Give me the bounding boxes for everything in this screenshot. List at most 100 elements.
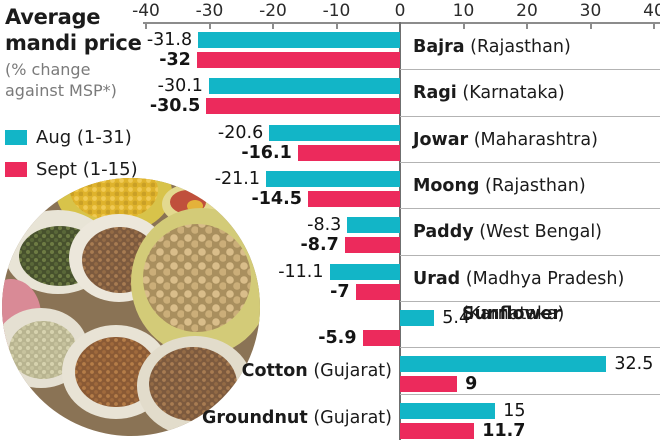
category-label: Moong (Rajasthan)	[413, 176, 586, 196]
x-tick-mark	[589, 22, 592, 29]
category-label: Groundnut (Gujarat)	[202, 408, 392, 428]
bar-sept	[362, 330, 400, 346]
row-separator	[400, 347, 660, 349]
bar-value-aug: -30.1	[157, 76, 203, 97]
bar-aug	[400, 310, 435, 326]
category-label: Ragi (Karnataka)	[413, 83, 565, 103]
bar-value-aug: -31.8	[146, 30, 193, 50]
x-tick-mark	[145, 22, 147, 29]
x-tick-label: -30	[195, 1, 224, 21]
x-tick-label: 30	[579, 1, 602, 21]
category-crop: Sunflower	[462, 304, 562, 324]
category-crop: Bajra	[413, 37, 465, 57]
bar-aug	[400, 402, 496, 419]
zero-axis-line	[399, 22, 401, 440]
x-tick-mark	[208, 22, 211, 29]
category-state: (Rajasthan)	[464, 37, 571, 57]
x-tick-mark	[526, 22, 528, 29]
x-tick-label: -10	[322, 1, 351, 21]
category-state: (Karnataka)	[462, 304, 565, 324]
legend-item: Sept (1-15)	[5, 159, 138, 180]
bar-sept	[400, 422, 475, 439]
bar-value-sept: -8.7	[300, 235, 339, 256]
bar-value-sept: -16.1	[241, 142, 292, 163]
bar-aug	[400, 356, 607, 373]
bar-aug	[208, 78, 400, 95]
bar-aug	[329, 263, 400, 280]
bar-value-aug: 5.4	[442, 308, 471, 328]
category-crop: Groundnut	[202, 407, 308, 428]
bar-aug	[269, 124, 400, 141]
bar-value-sept: 11.7	[482, 420, 526, 440]
category-label: Urad (Madhya Pradesh)	[413, 269, 624, 289]
row-separator	[400, 393, 660, 395]
bar-value-sept: -7	[330, 281, 350, 302]
row-separator	[400, 69, 660, 71]
bar-value-sept: -30.5	[149, 96, 201, 117]
bar-value-aug: -21.1	[214, 169, 260, 189]
bar-value-sept: -32	[159, 50, 191, 70]
bar-aug	[198, 32, 400, 48]
category-crop: Ragi	[413, 83, 457, 104]
bar-sept	[307, 191, 400, 207]
category-crop: Jowar	[413, 129, 469, 150]
chart-title-line1: Average	[5, 5, 101, 29]
row-separator	[400, 162, 660, 163]
x-tick-label: -20	[259, 1, 287, 21]
x-tick-mark	[462, 22, 465, 29]
bar-sept	[196, 52, 400, 68]
bar-sept	[297, 144, 400, 161]
category-state: (Rajasthan)	[479, 176, 586, 196]
bar-value-sept: -14.5	[251, 189, 302, 209]
x-tick-mark	[272, 22, 274, 29]
category-state: (Gujarat)	[307, 407, 392, 428]
row-separator	[400, 115, 660, 117]
x-tick-mark	[335, 22, 338, 29]
category-label: Paddy (West Bengal)	[413, 222, 602, 242]
bar-value-aug: 15	[503, 400, 526, 421]
chart-subtitle-line1: (% change	[5, 60, 91, 79]
x-axis-line	[143, 22, 660, 24]
row-separator	[400, 254, 660, 256]
row-separator	[400, 208, 660, 210]
category-label: Jowar (Maharashtra)	[413, 130, 598, 150]
x-tick-label: 0	[394, 1, 406, 21]
bar-aug	[347, 217, 400, 234]
x-tick-mark	[653, 22, 655, 29]
category-state: (West Bengal)	[473, 222, 603, 243]
legend-label: Aug (1-31)	[36, 127, 132, 148]
bar-value-sept: -5.9	[318, 328, 357, 348]
chart-subtitle-line2: against MSP*)	[5, 81, 117, 100]
header: Average mandi price (% change against MS…	[5, 4, 155, 101]
bar-value-aug: -20.6	[217, 122, 264, 143]
bar-aug	[266, 171, 400, 187]
chart-title-line2: mandi price	[5, 31, 142, 55]
category-state: (Gujarat)	[307, 361, 392, 382]
bar-value-aug: -8.3	[307, 215, 342, 236]
x-tick-label: -40	[132, 1, 160, 21]
category-state: (Madhya Pradesh)	[460, 268, 625, 289]
row-separator	[400, 301, 660, 302]
grain-sacks-photo	[2, 178, 260, 436]
x-tick-label: 10	[452, 1, 475, 21]
x-tick-label: 40	[643, 1, 660, 21]
category-state: (Maharashtra)	[468, 129, 598, 150]
x-tick-label: 20	[516, 1, 538, 21]
category-state: (Karnataka)	[456, 83, 565, 104]
category-label: Bajra (Rajasthan)	[413, 37, 571, 57]
bar-sept	[344, 237, 400, 254]
legend-item: Aug (1-31)	[5, 127, 138, 148]
bar-sept	[206, 98, 400, 115]
bar-value-aug: -11.1	[278, 261, 324, 282]
legend-swatch-aug	[5, 130, 27, 145]
bar-value-sept: 9	[465, 374, 478, 395]
legend-swatch-sept	[5, 162, 27, 177]
category-crop: Urad	[413, 268, 461, 289]
category-crop: Cotton	[241, 361, 308, 382]
category-crop: Paddy	[413, 222, 474, 243]
category-crop: Moong	[413, 176, 480, 196]
bar-value-aug: 32.5	[614, 354, 654, 375]
bar-sept	[400, 376, 458, 393]
